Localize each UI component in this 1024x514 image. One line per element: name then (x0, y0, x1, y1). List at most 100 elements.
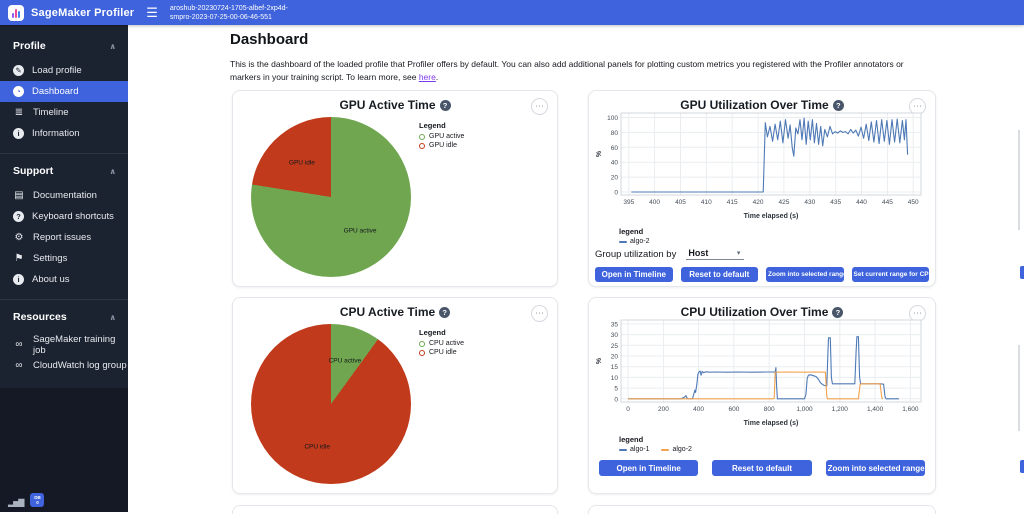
next-row-panel-edge (588, 505, 936, 514)
dashboard-icon: ◔ (13, 86, 24, 97)
set-current-range-for-cpu-button[interactable]: Set current range for CPU (851, 267, 929, 282)
sidebar-item-keyboard-shortcuts[interactable]: ? Keyboard shortcuts (0, 206, 128, 227)
svg-text:400: 400 (649, 199, 660, 206)
sidebar-section-support[interactable]: Support ∧ (13, 165, 116, 177)
training-job-name: aroshub-20230724-1705-albef-2xp4d- smpro… (169, 4, 288, 21)
sidebar-item-dashboard[interactable]: ◔ Dashboard (0, 81, 128, 102)
legend-swatch-cpu-active (419, 340, 425, 347)
svg-text:430: 430 (804, 199, 815, 206)
svg-text:450: 450 (908, 199, 919, 206)
sidebar-section-profile[interactable]: Profile ∧ (13, 40, 117, 52)
panel-title: GPU Active Time? (233, 98, 557, 112)
svg-text:35: 35 (611, 321, 619, 328)
svg-text:445: 445 (882, 199, 893, 206)
gpu-utilization-line-chart[interactable]: 395 400 405 410 415 420 425 430 435 440 445 450 0 20 4… (593, 108, 931, 222)
pie-slice-label: CPU active (328, 357, 362, 365)
sidebar-item-load-profile[interactable]: ✎ Load profile (0, 60, 128, 81)
documentation-icon: ▤ (14, 190, 24, 201)
svg-text:600: 600 (728, 406, 739, 413)
zoom-into-selected-range-button[interactable]: Zoom into selected range (766, 267, 844, 282)
svg-text:5: 5 (614, 386, 618, 393)
main-content: Dashboard This is the dashboard of the l… (128, 25, 1024, 514)
bar-chart-icon[interactable]: ▂▅▇ (8, 498, 25, 507)
help-icon[interactable]: ? (832, 100, 844, 111)
svg-text:0: 0 (614, 190, 618, 197)
gpu-active-time-panel: GPU Active Time? ⋯ GPU active GPU idle Le… (232, 90, 558, 287)
hamburger-menu-icon[interactable]: ☰ (146, 5, 158, 20)
svg-text:0: 0 (614, 396, 618, 403)
panel-menu-button[interactable]: ⋯ (531, 98, 548, 115)
open-in-timeline-button[interactable]: Open in Timeline (599, 460, 699, 476)
svg-text:10: 10 (611, 375, 619, 382)
svg-text:395: 395 (623, 199, 634, 206)
sidebar-item-timeline[interactable]: ≣ Timeline (14, 107, 69, 118)
line-legend: legend algo-1 algo-2 (619, 435, 692, 453)
svg-text:800: 800 (764, 406, 775, 413)
svg-text:%: % (596, 150, 603, 157)
svg-text:1,400: 1,400 (867, 406, 884, 413)
sidebar-divider (0, 153, 128, 154)
svg-text:15: 15 (611, 364, 619, 371)
line-legend: legend algo-2 (619, 227, 650, 245)
sidebar-item-documentation[interactable]: ▤ Documentation (14, 190, 97, 201)
svg-text:0: 0 (626, 406, 630, 413)
pie-legend: Legend CPU active CPU idle (419, 328, 465, 356)
cpu-active-time-pie-chart: CPU active CPU idle (251, 324, 411, 484)
db-status-badge[interactable]: DB 0 (30, 493, 45, 507)
svg-text:40: 40 (611, 160, 619, 167)
settings-icon: ⚑ (14, 253, 24, 264)
sidebar-section-resources[interactable]: Resources ∧ (13, 311, 116, 323)
link-icon: ∞ (15, 360, 23, 371)
learn-more-link[interactable]: here (418, 72, 436, 82)
legend-swatch-cpu-idle (419, 349, 425, 356)
chevron-up-icon: ∧ (109, 41, 117, 51)
open-in-timeline-button[interactable]: Open in Timeline (595, 267, 673, 282)
panel-menu-button[interactable]: ⋯ (909, 98, 926, 115)
sidebar-item-about-us[interactable]: i About us (0, 269, 128, 290)
information-icon: i (13, 128, 24, 139)
legend-swatch-gpu-active (419, 133, 425, 140)
sidebar-item-settings[interactable]: ⚑ Settings (14, 253, 68, 264)
panel-menu-button[interactable]: ⋯ (531, 305, 548, 322)
zoom-into-selected-range-button[interactable]: Zoom into selected range (825, 460, 925, 476)
clipped-button-fragment (1020, 460, 1024, 473)
page-title: Dashboard (230, 31, 309, 48)
svg-text:400: 400 (693, 406, 704, 413)
svg-text:80: 80 (611, 130, 619, 137)
group-utilization-by: Group utilization by Host ▾ (595, 248, 745, 260)
svg-text:25: 25 (611, 343, 619, 350)
caret-down-icon: ▾ (736, 250, 741, 257)
svg-text:1,600: 1,600 (902, 406, 919, 413)
sidebar-item-cloudwatch-log-group[interactable]: ∞ CloudWatch log group (0, 355, 128, 376)
cpu-utilization-panel: CPU Utilization Over Time? ⋯ 0 200 400 600 8… (588, 297, 936, 494)
gpu-active-time-pie-chart: GPU active GPU idle (251, 117, 411, 277)
panel-title: CPU Utilization Over Time? (589, 305, 935, 319)
sagemaker-profiler-logo-icon (8, 4, 24, 21)
svg-text:20: 20 (611, 354, 619, 361)
svg-text:1,200: 1,200 (832, 406, 849, 413)
legend-swatch-algo-2 (661, 448, 670, 451)
sidebar-item-sagemaker-training-job[interactable]: ∞ SageMaker training job (0, 334, 128, 356)
about-us-icon: i (13, 274, 24, 285)
help-icon[interactable]: ? (439, 307, 451, 318)
sidebar-divider (0, 299, 128, 300)
svg-text:405: 405 (675, 199, 686, 206)
reset-to-default-button[interactable]: Reset to default (712, 460, 812, 476)
panel-title: GPU Utilization Over Time? (589, 98, 935, 112)
timeline-icon: ≣ (14, 107, 24, 118)
app-title: SageMaker Profiler (31, 6, 135, 19)
help-icon[interactable]: ? (439, 100, 451, 111)
reset-to-default-button[interactable]: Reset to default (680, 267, 758, 282)
sidebar-item-report-issues[interactable]: ⚙ Report issues (14, 232, 92, 243)
svg-text:420: 420 (753, 199, 764, 206)
pie-slice-label: CPU idle (304, 443, 330, 451)
group-by-dropdown[interactable]: Host ▾ (686, 248, 745, 260)
help-icon[interactable]: ? (832, 307, 844, 318)
sidebar-item-information[interactable]: i Information (0, 123, 128, 144)
report-issues-icon: ⚙ (14, 232, 24, 243)
keyboard-shortcuts-icon: ? (13, 211, 24, 222)
svg-text:440: 440 (856, 199, 867, 206)
svg-text:200: 200 (658, 406, 669, 413)
cpu-utilization-line-chart[interactable]: 0 200 400 600 800 1,000 1,200 1,400 1,600 0 5 10 15 2… (593, 315, 931, 429)
svg-text:415: 415 (727, 199, 738, 206)
